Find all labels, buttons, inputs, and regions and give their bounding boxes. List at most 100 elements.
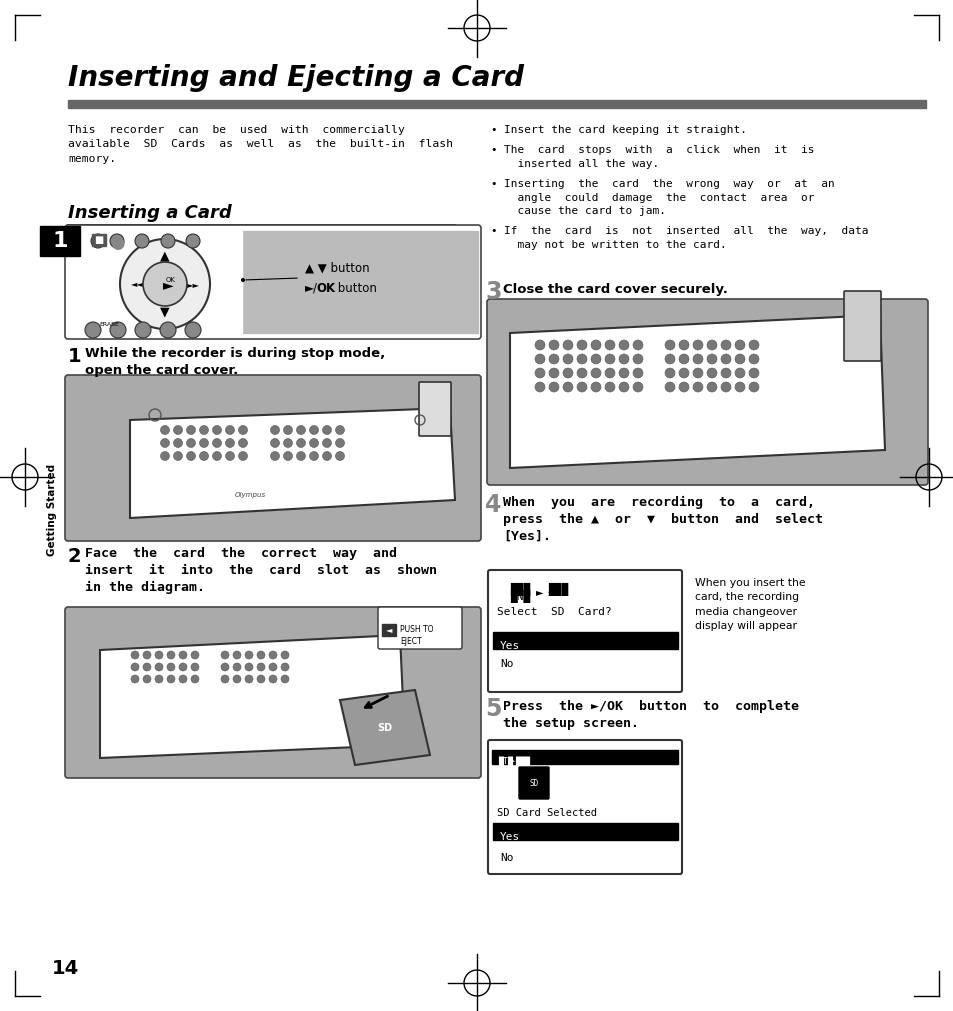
Text: This  recorder  can  be  used  with  commercially
available  SD  Cards  as  well: This recorder can be used with commercia… xyxy=(68,125,453,164)
Circle shape xyxy=(618,354,628,364)
Text: ►: ► xyxy=(536,587,543,598)
Circle shape xyxy=(173,439,182,448)
Circle shape xyxy=(322,452,331,460)
Circle shape xyxy=(748,382,759,392)
Circle shape xyxy=(535,382,544,392)
Circle shape xyxy=(143,262,187,306)
Text: ▲: ▲ xyxy=(160,250,170,263)
Text: •: • xyxy=(490,179,496,189)
Circle shape xyxy=(131,651,139,659)
Circle shape xyxy=(154,651,163,659)
Circle shape xyxy=(154,663,163,671)
Circle shape xyxy=(271,452,279,460)
Circle shape xyxy=(256,663,265,671)
Text: 4: 4 xyxy=(484,493,501,517)
Circle shape xyxy=(604,368,615,378)
Circle shape xyxy=(143,651,151,659)
Circle shape xyxy=(238,426,247,435)
Circle shape xyxy=(110,234,124,248)
Circle shape xyxy=(734,354,744,364)
Circle shape xyxy=(692,340,702,350)
Circle shape xyxy=(131,675,139,683)
Circle shape xyxy=(577,382,586,392)
FancyBboxPatch shape xyxy=(377,607,461,649)
Text: SD: SD xyxy=(547,591,556,598)
Text: ▲ ▼ button: ▲ ▼ button xyxy=(305,262,369,275)
Circle shape xyxy=(296,439,305,448)
Circle shape xyxy=(241,278,245,282)
Circle shape xyxy=(91,234,105,248)
Circle shape xyxy=(154,675,163,683)
Text: ►: ► xyxy=(163,278,173,292)
Bar xyxy=(68,100,925,108)
Circle shape xyxy=(604,354,615,364)
Text: Getting Started: Getting Started xyxy=(47,464,57,556)
Circle shape xyxy=(256,675,265,683)
Circle shape xyxy=(283,452,293,460)
Text: SD Card Selected: SD Card Selected xyxy=(497,808,597,818)
Circle shape xyxy=(706,368,717,378)
Circle shape xyxy=(271,439,279,448)
Text: No: No xyxy=(499,659,513,669)
Text: Insert the card keeping it straight.: Insert the card keeping it straight. xyxy=(503,125,746,135)
FancyBboxPatch shape xyxy=(843,291,880,361)
Circle shape xyxy=(167,675,174,683)
Circle shape xyxy=(143,675,151,683)
Circle shape xyxy=(633,368,642,378)
Circle shape xyxy=(577,368,586,378)
Text: Inserting a Card: Inserting a Card xyxy=(68,204,232,222)
Text: 14: 14 xyxy=(52,958,79,978)
Text: █T█: █T█ xyxy=(497,757,513,766)
Circle shape xyxy=(199,439,209,448)
Circle shape xyxy=(335,452,344,460)
Circle shape xyxy=(225,426,234,435)
Circle shape xyxy=(720,354,730,364)
Circle shape xyxy=(706,340,717,350)
Circle shape xyxy=(167,663,174,671)
Text: Close the card cover securely.: Close the card cover securely. xyxy=(502,283,727,296)
Circle shape xyxy=(618,382,628,392)
Circle shape xyxy=(213,426,221,435)
Circle shape xyxy=(562,368,573,378)
Circle shape xyxy=(281,651,289,659)
Circle shape xyxy=(296,452,305,460)
Circle shape xyxy=(186,426,195,435)
Circle shape xyxy=(664,382,675,392)
Circle shape xyxy=(283,426,293,435)
Text: Yes: Yes xyxy=(499,832,519,842)
Text: When you insert the
card, the recording
media changeover
display will appear: When you insert the card, the recording … xyxy=(695,578,804,631)
Circle shape xyxy=(664,368,675,378)
Circle shape xyxy=(590,354,600,364)
Circle shape xyxy=(577,354,586,364)
Circle shape xyxy=(535,354,544,364)
Text: OK: OK xyxy=(315,281,335,294)
Circle shape xyxy=(692,368,702,378)
Circle shape xyxy=(283,439,293,448)
Circle shape xyxy=(135,234,149,248)
FancyBboxPatch shape xyxy=(65,225,480,339)
Circle shape xyxy=(110,321,126,338)
Bar xyxy=(492,750,678,764)
Circle shape xyxy=(281,663,289,671)
Circle shape xyxy=(322,439,331,448)
Circle shape xyxy=(535,368,544,378)
Circle shape xyxy=(562,382,573,392)
Text: Olympus: Olympus xyxy=(234,492,265,498)
Circle shape xyxy=(679,368,688,378)
Circle shape xyxy=(269,675,276,683)
Circle shape xyxy=(245,663,253,671)
Polygon shape xyxy=(510,315,884,468)
Text: Inserting  the  card  the  wrong  way  or  at  an
  angle  could  damage  the  c: Inserting the card the wrong way or at a… xyxy=(503,179,834,216)
Circle shape xyxy=(548,382,558,392)
Circle shape xyxy=(679,354,688,364)
Text: █N█: █N█ xyxy=(510,590,530,604)
Circle shape xyxy=(335,439,344,448)
Circle shape xyxy=(664,354,675,364)
Circle shape xyxy=(281,675,289,683)
Text: Face  the  card  the  correct  way  and
insert  it  into  the  card  slot  as  s: Face the card the correct way and insert… xyxy=(85,547,436,594)
FancyBboxPatch shape xyxy=(488,740,681,874)
Circle shape xyxy=(296,426,305,435)
Circle shape xyxy=(679,340,688,350)
Circle shape xyxy=(309,452,318,460)
Text: If  the  card  is  not  inserted  all  the  way,  data
  may not be written to t: If the card is not inserted all the way,… xyxy=(503,226,867,250)
